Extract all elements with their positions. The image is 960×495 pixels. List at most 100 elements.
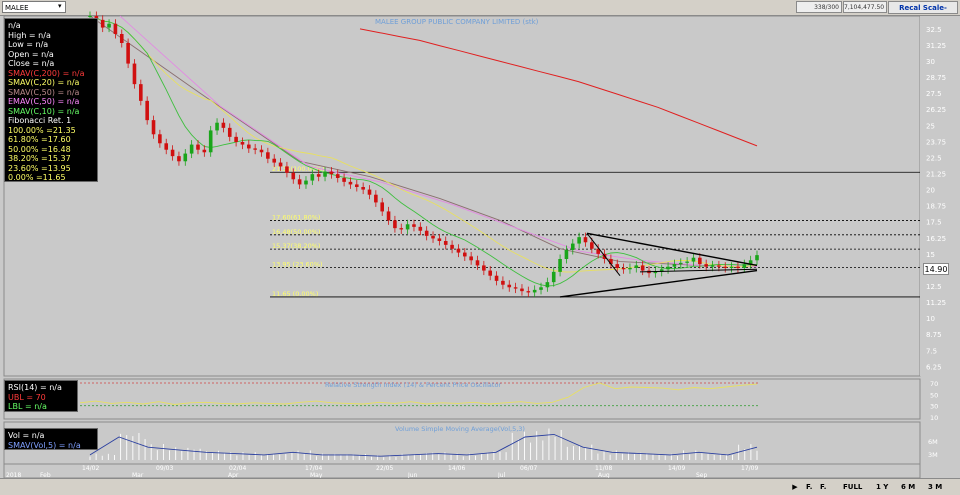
candle-body	[310, 174, 315, 181]
price-legend-line: SMAV(C,200) = n/a	[8, 68, 85, 78]
price-legend-line: High = n/a	[8, 30, 51, 40]
candle-body	[367, 189, 372, 195]
price-tick-label: 6.25	[926, 363, 942, 371]
candle-body	[202, 149, 207, 153]
candle-body	[151, 120, 156, 135]
candle-body	[304, 180, 308, 185]
candle-body	[450, 244, 454, 249]
date-label: 09/03	[156, 465, 173, 472]
candle-body	[348, 181, 353, 185]
fit-alt-icon[interactable]: F.	[820, 483, 827, 491]
candle-body	[316, 174, 321, 177]
candle-body	[456, 248, 461, 253]
candle-body	[539, 287, 543, 290]
candle-body	[596, 248, 600, 254]
volume-legend-line: Vol = n/a	[8, 431, 45, 440]
candle-body	[755, 255, 759, 261]
play-icon[interactable]: ▶	[792, 483, 798, 491]
trendline-upper	[586, 232, 758, 267]
candle-body	[513, 287, 518, 289]
range-6m-button[interactable]: 6 M	[901, 483, 916, 491]
volume-sma-line	[89, 433, 758, 457]
candle-body	[558, 259, 562, 272]
price-tick-label: 15	[926, 251, 935, 259]
candle-body	[208, 130, 213, 153]
price-legend-line: Low = n/a	[8, 40, 49, 49]
candle-body	[240, 142, 245, 145]
fib-legend-line: 100.00% =21.35	[8, 125, 76, 135]
candle-body	[329, 171, 334, 175]
candle-body	[374, 194, 378, 203]
candle-body	[234, 136, 238, 142]
price-legend-line: Close = n/a	[8, 59, 55, 68]
fib-legend-line: 61.80% =17.60	[8, 135, 71, 144]
fib-label: 11.65 (0.00%)	[272, 290, 318, 298]
candle-body	[259, 149, 264, 153]
volume-legend: Vol = n/a SMAV(Vol,5) = n/a	[4, 428, 98, 450]
candle-body	[564, 250, 569, 259]
month-label: Apr	[228, 472, 239, 478]
candle-body	[335, 174, 340, 178]
candle-body	[640, 265, 645, 271]
candle-body	[628, 268, 632, 270]
price-tick-label: 25	[926, 122, 935, 130]
candle-body	[482, 265, 486, 271]
range-1y-button[interactable]: 1 Y	[876, 483, 889, 491]
price-tick-label: 23.75	[926, 138, 946, 146]
candle-body	[355, 184, 359, 187]
candle-body	[666, 266, 670, 270]
price-legend: n/a High = n/a Low = n/a Open = n/a Close = …	[4, 18, 98, 182]
candle-body	[488, 270, 492, 276]
price-legend-line: SMAV(C,20) = n/a	[8, 78, 80, 87]
date-label: 06/07	[520, 465, 537, 472]
fib-label: 17.60(61.80%)	[272, 213, 320, 221]
trendline-inner	[586, 232, 621, 277]
candle-body	[520, 288, 524, 292]
fib-label: 15.37(38.20%)	[272, 242, 320, 250]
rsi-legend-line: LBL = n/a	[8, 402, 47, 411]
candle-body	[748, 260, 753, 265]
candle-body	[570, 243, 575, 250]
candle-body	[698, 257, 702, 265]
month-label: Feb	[40, 472, 51, 478]
candle-body	[532, 289, 537, 293]
candle-body	[590, 242, 594, 249]
ema50-line	[119, 15, 758, 268]
fit-icon[interactable]: F.	[806, 483, 813, 491]
volume-field: 7,104,477.50	[843, 1, 887, 13]
date-label: 22/05	[376, 465, 393, 472]
candle-body	[177, 156, 181, 162]
candle-body	[501, 280, 505, 285]
price-tick-label: 31.25	[926, 42, 946, 50]
fib-legend-line: 23.60% =13.95	[8, 163, 71, 173]
candle-body	[634, 265, 639, 268]
candle-body	[94, 16, 99, 20]
candle-body	[717, 265, 721, 267]
symbol-input[interactable]: MALEE	[2, 1, 66, 13]
candle-body	[678, 262, 683, 265]
candle-body	[227, 127, 232, 137]
candle-body	[380, 202, 385, 212]
rsi-tick-label: 10	[930, 414, 938, 422]
range-full-button[interactable]: FULL	[843, 483, 863, 491]
volume-tick-label: 6M	[928, 438, 938, 446]
range-3m-button[interactable]: 3 M	[928, 483, 943, 491]
price-tick-label: 16.25	[926, 235, 946, 243]
candle-body	[170, 149, 175, 157]
chevron-down-icon[interactable]: ▾	[58, 2, 62, 10]
price-tick-label: 22.5	[926, 154, 942, 162]
fib-legend-title: Fibonacci Ret. 1	[8, 116, 72, 125]
price-legend-line: SMAV(C,50) = n/a	[8, 87, 80, 97]
candle-body	[551, 271, 556, 283]
price-tick-label: 18.75	[926, 203, 946, 211]
candle-body	[577, 237, 581, 244]
rsi-legend-line: RSI(14) = n/a	[8, 383, 62, 392]
candle-body	[126, 43, 130, 64]
candle-body	[113, 23, 118, 34]
candle-body	[393, 220, 397, 229]
fib-legend-line: 0.00% =11.65	[8, 173, 66, 182]
sma50-line	[89, 15, 758, 268]
candle-body	[145, 100, 149, 121]
candle-body	[462, 252, 467, 257]
rsi-title: Relative Strength Index (14) & Percent P…	[325, 381, 501, 389]
